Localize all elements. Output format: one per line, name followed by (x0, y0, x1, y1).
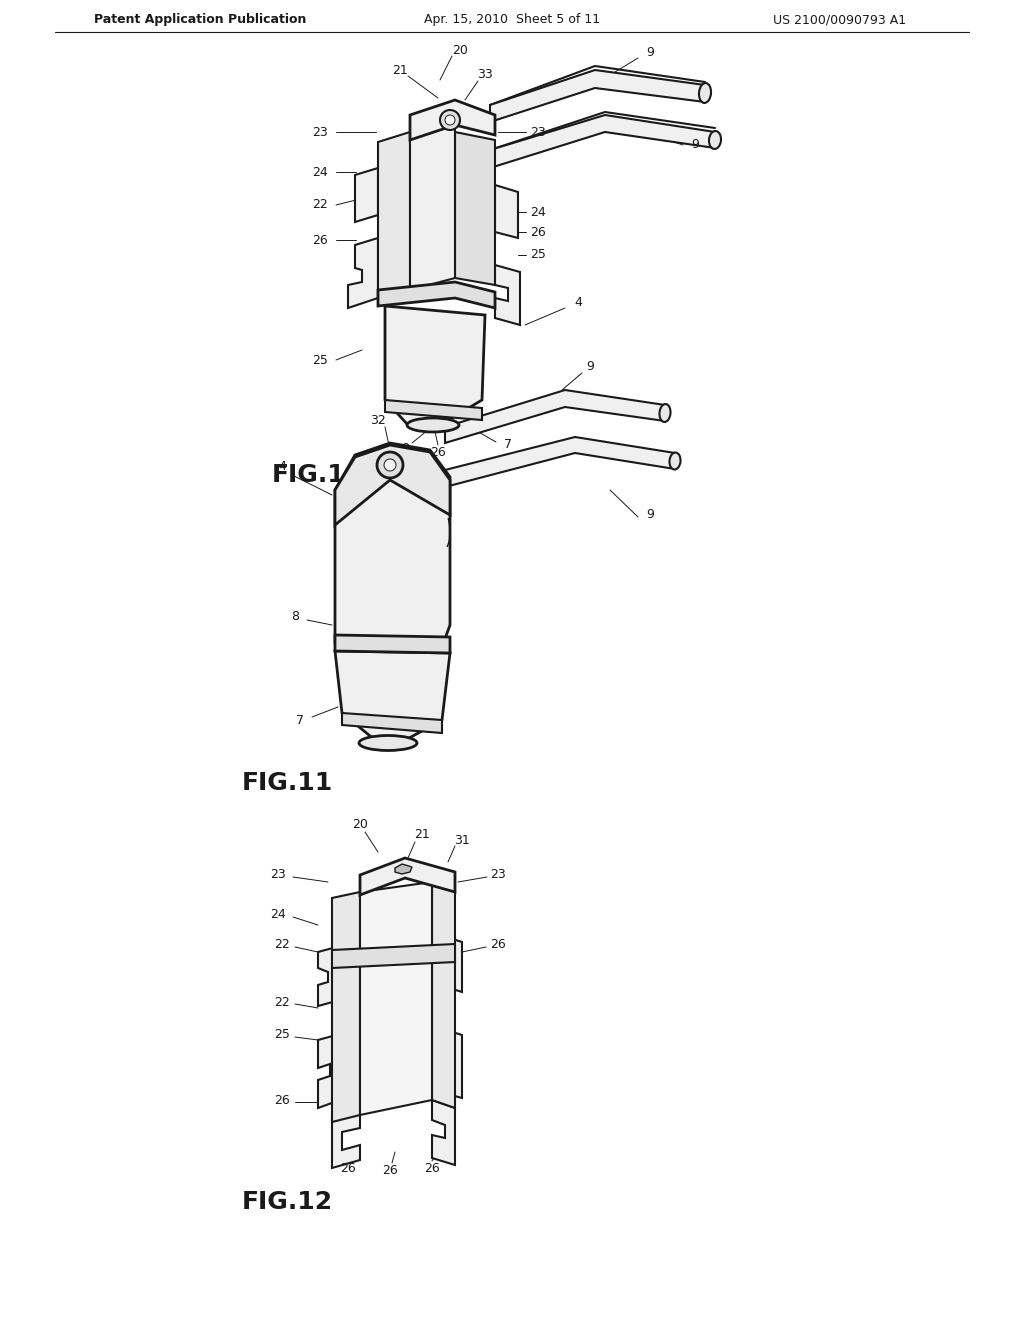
Ellipse shape (659, 404, 671, 422)
Text: Patent Application Publication: Patent Application Publication (94, 13, 306, 26)
Polygon shape (332, 892, 360, 1122)
Text: 9: 9 (691, 139, 699, 152)
Text: 24: 24 (312, 165, 328, 178)
Polygon shape (378, 282, 495, 308)
Text: 7: 7 (296, 714, 304, 726)
Polygon shape (318, 946, 340, 1006)
Text: FIG.11: FIG.11 (242, 771, 333, 795)
Polygon shape (445, 389, 665, 444)
Text: 21: 21 (392, 63, 408, 77)
Text: 24: 24 (530, 206, 546, 219)
Text: 4: 4 (574, 296, 582, 309)
Polygon shape (455, 132, 495, 285)
Text: 4: 4 (279, 461, 286, 474)
Text: 23: 23 (312, 125, 328, 139)
Text: 26: 26 (430, 446, 445, 458)
Polygon shape (378, 132, 410, 298)
Polygon shape (318, 1034, 340, 1107)
Text: FIG.10: FIG.10 (272, 463, 364, 487)
Text: 8: 8 (291, 610, 299, 623)
Text: 9: 9 (646, 508, 654, 521)
Text: 22: 22 (274, 939, 290, 952)
Text: 26: 26 (274, 1093, 290, 1106)
Polygon shape (395, 865, 412, 874)
Text: 25: 25 (380, 1064, 396, 1077)
Polygon shape (440, 935, 462, 993)
Polygon shape (490, 115, 715, 168)
Text: 26: 26 (312, 234, 328, 247)
Text: 22: 22 (312, 198, 328, 211)
Text: 24: 24 (382, 972, 398, 985)
Text: 25: 25 (312, 354, 328, 367)
Polygon shape (432, 1100, 455, 1166)
Text: 25: 25 (274, 1028, 290, 1041)
Text: 31: 31 (454, 833, 470, 846)
Text: 23: 23 (270, 869, 286, 882)
Text: 25: 25 (530, 248, 546, 261)
Text: 9: 9 (586, 360, 594, 374)
Polygon shape (385, 306, 485, 425)
Text: 23: 23 (530, 125, 546, 139)
Polygon shape (332, 944, 455, 968)
Polygon shape (335, 635, 450, 653)
Text: 7: 7 (504, 438, 512, 451)
Polygon shape (335, 445, 450, 525)
Text: 26: 26 (340, 1162, 356, 1175)
Polygon shape (360, 858, 455, 895)
Polygon shape (495, 265, 520, 325)
Text: 26: 26 (424, 1162, 440, 1175)
Text: Apr. 15, 2010  Sheet 5 of 11: Apr. 15, 2010 Sheet 5 of 11 (424, 13, 600, 26)
Text: 23: 23 (490, 869, 506, 882)
Text: 8: 8 (401, 441, 409, 454)
Text: 24: 24 (270, 908, 286, 921)
Polygon shape (360, 882, 432, 1115)
Polygon shape (495, 185, 518, 238)
Circle shape (445, 115, 455, 125)
Polygon shape (410, 125, 455, 290)
Ellipse shape (359, 735, 417, 751)
Ellipse shape (670, 453, 681, 470)
Polygon shape (410, 100, 495, 140)
Polygon shape (355, 168, 378, 222)
Polygon shape (342, 713, 442, 733)
Circle shape (384, 459, 396, 471)
Text: 9: 9 (646, 45, 654, 58)
Polygon shape (490, 70, 705, 121)
Text: 22: 22 (274, 995, 290, 1008)
Ellipse shape (709, 131, 721, 149)
Ellipse shape (407, 418, 459, 432)
Ellipse shape (699, 83, 711, 103)
Text: US 2100/0090793 A1: US 2100/0090793 A1 (773, 13, 906, 26)
Polygon shape (445, 437, 675, 487)
Text: 26: 26 (382, 1163, 398, 1176)
Text: 20: 20 (452, 44, 468, 57)
Text: 33: 33 (477, 69, 493, 82)
Polygon shape (332, 1107, 360, 1168)
Polygon shape (432, 882, 455, 1107)
Text: 26: 26 (530, 226, 546, 239)
Text: 32: 32 (370, 413, 386, 426)
Circle shape (440, 110, 460, 129)
Text: 21: 21 (414, 829, 430, 842)
Circle shape (377, 451, 403, 478)
Polygon shape (440, 1028, 462, 1098)
Polygon shape (335, 651, 450, 743)
Polygon shape (385, 400, 482, 420)
Text: FIG.12: FIG.12 (242, 1191, 333, 1214)
Text: 26: 26 (490, 939, 506, 952)
Polygon shape (335, 444, 450, 737)
Text: 20: 20 (352, 818, 368, 832)
Polygon shape (348, 238, 378, 308)
